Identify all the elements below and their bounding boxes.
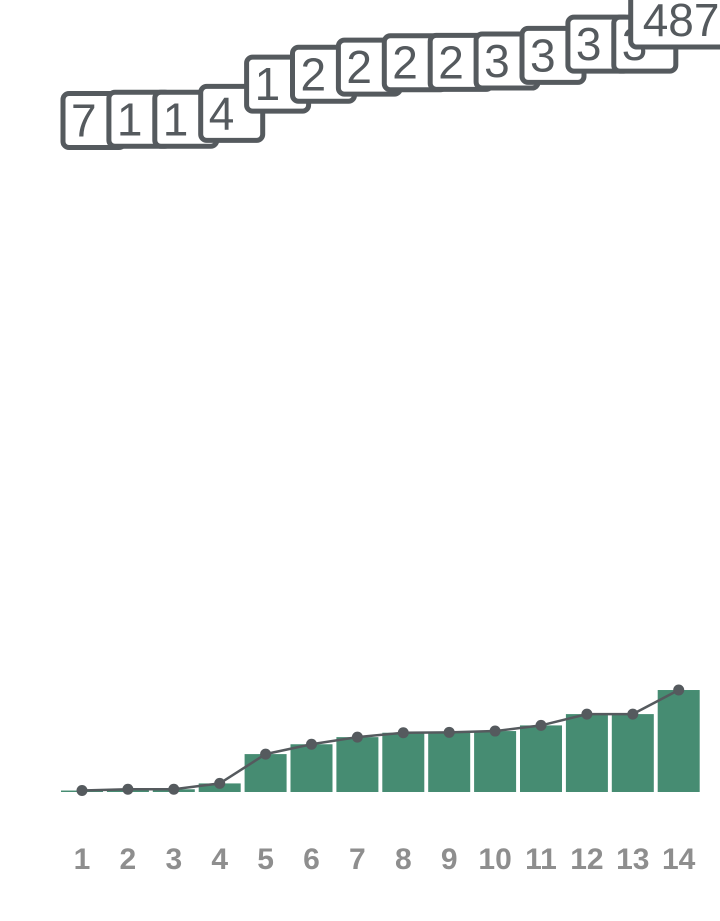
data-label-text: 3 [484, 35, 510, 87]
x-tick-label: 14 [662, 843, 696, 876]
x-tick-label: 12 [570, 843, 603, 876]
data-label-text: 1 [117, 93, 143, 145]
x-tick-label: 10 [478, 843, 511, 876]
bar-11 [520, 725, 562, 792]
x-axis-ticks: 1 2 3 4 5 6 7 8 9 10 11 12 13 14 [74, 843, 696, 876]
point-6 [306, 738, 317, 750]
x-tick-label: 7 [349, 843, 366, 876]
data-label-text: 2 [301, 48, 327, 100]
bar-13 [611, 714, 654, 792]
bar-5 [244, 754, 287, 792]
data-label-text: 2 [438, 36, 464, 88]
x-tick-label: 13 [616, 843, 649, 876]
x-tick-label: 11 [525, 843, 557, 876]
data-label-text: 3 [530, 29, 556, 81]
data-label-box [628, 0, 720, 50]
bars-group [61, 690, 700, 792]
data-label-text: 2 [392, 37, 418, 89]
bar-7 [336, 737, 379, 792]
x-tick-label: 4 [211, 843, 228, 876]
point-1 [76, 785, 88, 797]
bar-9 [428, 732, 471, 792]
bar-10 [474, 731, 517, 792]
point-2 [122, 783, 134, 795]
x-tick-label: 6 [303, 843, 320, 876]
point-10 [489, 725, 501, 737]
point-7 [351, 731, 363, 743]
data-labels-group: 7114122223333487 [60, 0, 720, 151]
point-9 [443, 726, 455, 738]
x-tick-label: 9 [441, 843, 458, 876]
data-label-text: 4 [209, 87, 235, 139]
data-label-text: 1 [255, 58, 281, 110]
data-label-text: 487 [643, 0, 720, 46]
x-tick-label: 2 [120, 843, 137, 876]
x-tick-label: 8 [395, 843, 412, 876]
point-12 [581, 708, 593, 720]
point-8 [397, 727, 409, 739]
series-line [81, 688, 680, 792]
line-overlay [76, 684, 685, 797]
data-label-14: 487 [628, 0, 720, 50]
point-13 [627, 708, 639, 720]
point-3 [168, 783, 180, 795]
data-label-text: 2 [346, 41, 372, 93]
data-label-text: 1 [163, 93, 189, 145]
data-label-text: 7 [71, 95, 97, 147]
point-11 [535, 719, 547, 731]
data-label-text: 3 [576, 18, 602, 70]
bar-8 [382, 732, 425, 792]
x-tick-label: 1 [74, 843, 91, 876]
bar-12 [565, 714, 608, 792]
x-tick-label: 5 [257, 843, 274, 876]
bar-14 [657, 690, 700, 792]
bar-6 [290, 744, 333, 792]
point-4 [214, 777, 226, 789]
point-5 [260, 748, 272, 760]
x-tick-label: 3 [165, 843, 182, 876]
point-14 [673, 684, 685, 696]
